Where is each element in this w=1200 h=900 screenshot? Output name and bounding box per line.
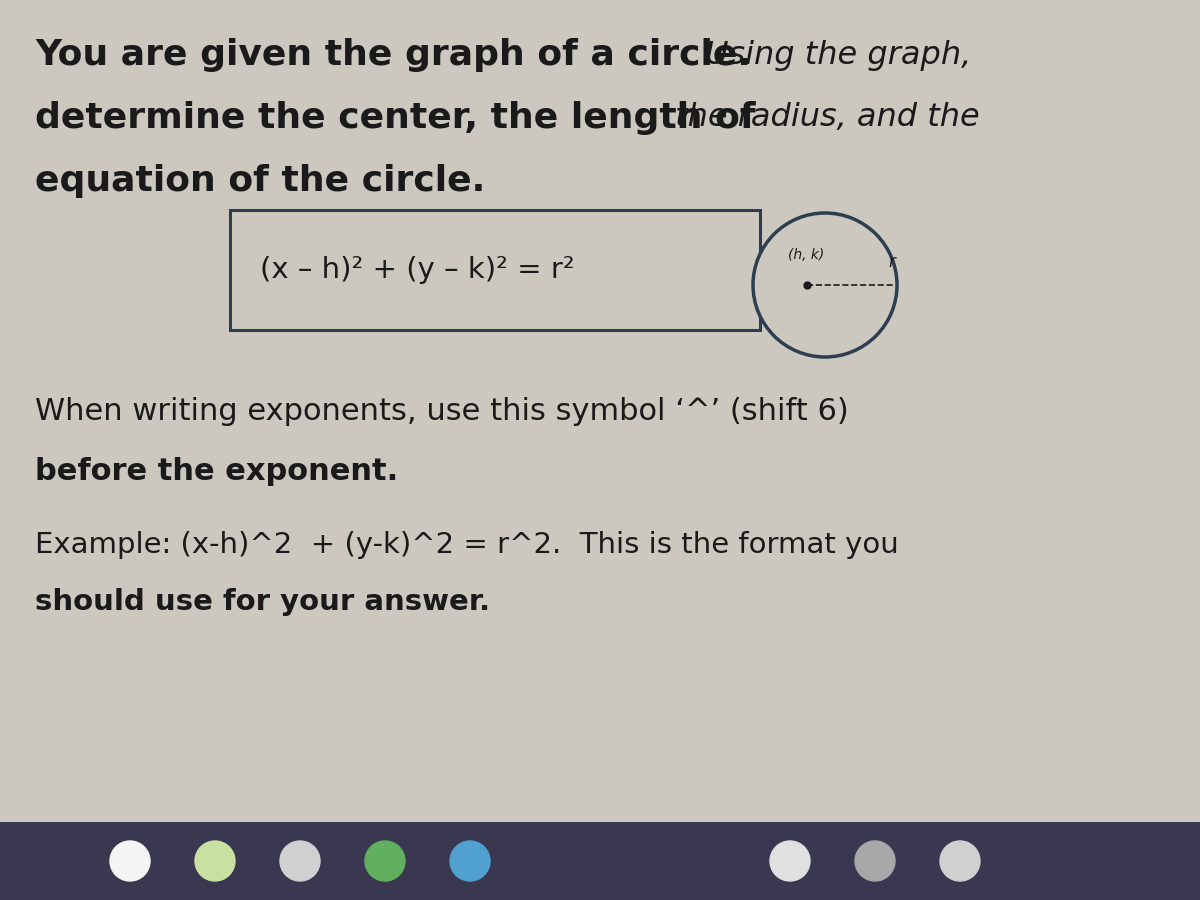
Text: r: r (888, 253, 895, 271)
Text: the radius, and the: the radius, and the (665, 103, 979, 133)
Text: before the exponent.: before the exponent. (35, 457, 398, 487)
Circle shape (110, 841, 150, 881)
Circle shape (450, 841, 490, 881)
Text: (x – h)² + (y – k)² = r²: (x – h)² + (y – k)² = r² (260, 256, 575, 284)
Text: Example: (x-h)^2  + (y-k)^2 = r^2.  This is the format you: Example: (x-h)^2 + (y-k)^2 = r^2. This i… (35, 531, 899, 559)
Circle shape (854, 841, 895, 881)
Circle shape (940, 841, 980, 881)
Text: When writing exponents, use this symbol ‘^’ (shift 6): When writing exponents, use this symbol … (35, 398, 848, 427)
Circle shape (280, 841, 320, 881)
Circle shape (365, 841, 406, 881)
Text: should use for your answer.: should use for your answer. (35, 588, 490, 616)
Circle shape (754, 213, 898, 357)
Circle shape (194, 841, 235, 881)
FancyBboxPatch shape (0, 822, 1200, 900)
Circle shape (770, 841, 810, 881)
Text: Using the graph,: Using the graph, (695, 40, 971, 70)
Text: You are given the graph of a circle.: You are given the graph of a circle. (35, 38, 751, 72)
Text: (h, k): (h, k) (788, 248, 824, 262)
Text: equation of the circle.: equation of the circle. (35, 164, 485, 198)
Text: determine the center, the length of: determine the center, the length of (35, 101, 756, 135)
